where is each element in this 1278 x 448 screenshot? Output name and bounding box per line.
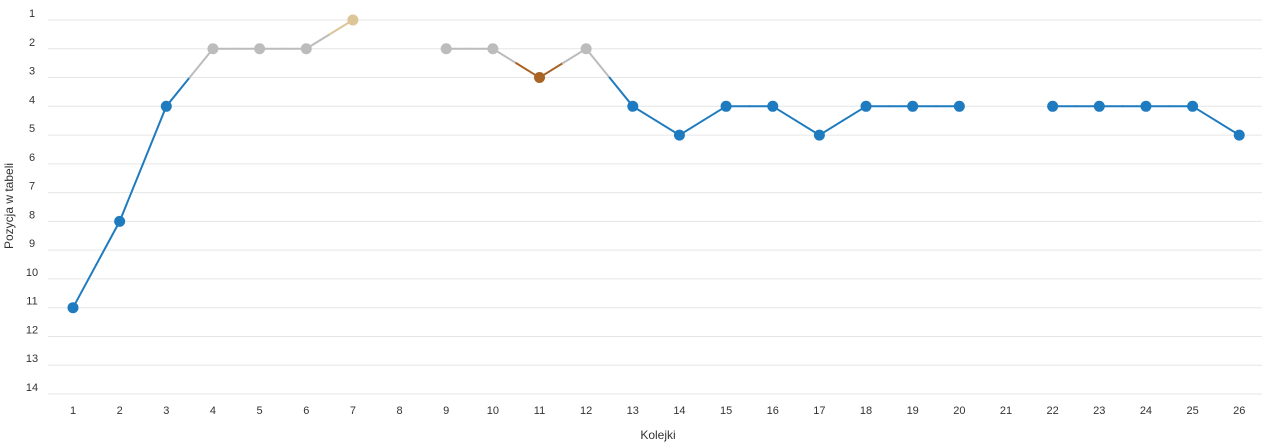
data-point-round-15[interactable]: [720, 100, 732, 112]
data-point-round-23[interactable]: [1093, 100, 1105, 112]
y-tick-label-7: 7: [29, 181, 35, 193]
line-segment-1-2-a: [72, 263, 98, 309]
series-points: [67, 14, 1245, 314]
x-tick-label-19: 19: [907, 405, 919, 417]
x-tick-label-15: 15: [720, 405, 732, 417]
x-tick-label-7: 7: [350, 405, 356, 417]
x-tick-label-9: 9: [443, 405, 449, 417]
y-tick-label-10: 10: [26, 267, 38, 279]
y-tick-label-9: 9: [29, 238, 35, 250]
x-tick-label-8: 8: [396, 405, 402, 417]
data-point-round-19[interactable]: [907, 100, 919, 112]
x-tick-label-20: 20: [953, 405, 965, 417]
data-point-round-7[interactable]: [347, 14, 359, 26]
line-segment-1-2-b: [95, 220, 121, 266]
x-tick-label-23: 23: [1093, 405, 1105, 417]
x-tick-label-1: 1: [70, 405, 76, 417]
x-tick-label-13: 13: [627, 405, 639, 417]
line-segment-2-3-b: [141, 105, 168, 165]
y-tick-label-13: 13: [26, 353, 38, 365]
x-tick-label-26: 26: [1233, 405, 1245, 417]
x-tick-label-16: 16: [767, 405, 779, 417]
y-tick-label-2: 2: [29, 37, 35, 49]
line-segment-2-3-a: [118, 162, 144, 223]
x-tick-label-4: 4: [210, 405, 216, 417]
x-axis-title: Kolejki: [640, 428, 675, 442]
grid-layer: [48, 19, 1262, 395]
x-tick-label-3: 3: [163, 405, 169, 417]
x-tick-label-21: 21: [1000, 405, 1012, 417]
y-tick-label-6: 6: [29, 152, 35, 164]
x-tick-label-17: 17: [813, 405, 825, 417]
x-tick-label-18: 18: [860, 405, 872, 417]
y-tick-label-5: 5: [29, 123, 35, 135]
data-point-round-20[interactable]: [953, 100, 965, 112]
y-tick-label-12: 12: [26, 324, 38, 336]
data-point-round-2[interactable]: [114, 215, 126, 227]
data-point-round-13[interactable]: [627, 100, 639, 112]
y-tick-label-3: 3: [29, 66, 35, 78]
data-point-round-26[interactable]: [1233, 129, 1245, 141]
y-tick-label-1: 1: [29, 8, 35, 20]
x-tick-label-2: 2: [117, 405, 123, 417]
y-axis-title: Pozycja w tabeli: [2, 163, 16, 249]
data-point-round-25[interactable]: [1187, 100, 1199, 112]
data-point-round-16[interactable]: [767, 100, 779, 112]
x-tick-label-25: 25: [1186, 405, 1198, 417]
data-point-round-1[interactable]: [67, 302, 79, 314]
x-tick-label-14: 14: [673, 405, 685, 417]
data-point-round-17[interactable]: [813, 129, 825, 141]
x-tick-label-24: 24: [1140, 405, 1152, 417]
data-point-round-18[interactable]: [860, 100, 872, 112]
x-tick-label-10: 10: [487, 405, 499, 417]
x-tick-labels: 1 2 3 4 5 6 7 8 9 10 11 12 13 14 15 16 17 18 19 20 21 22 23 24 2…: [70, 405, 1245, 417]
y-tick-label-4: 4: [29, 94, 35, 106]
x-tick-label-6: 6: [303, 405, 309, 417]
data-point-round-10[interactable]: [487, 43, 499, 55]
data-point-round-5[interactable]: [254, 43, 266, 55]
data-point-round-12[interactable]: [580, 43, 592, 55]
line-segment-12-13-b: [608, 76, 634, 108]
data-point-round-24[interactable]: [1140, 100, 1152, 112]
data-point-round-14[interactable]: [673, 129, 685, 141]
data-point-round-11[interactable]: [534, 72, 545, 84]
y-tick-label-14: 14: [26, 382, 38, 394]
data-point-round-6[interactable]: [300, 43, 312, 55]
x-tick-label-22: 22: [1047, 405, 1059, 417]
line-segment-3-4-b: [188, 47, 214, 79]
y-tick-label-11: 11: [26, 296, 37, 308]
line-segment-12-13-a: [585, 47, 611, 79]
x-tick-label-12: 12: [580, 405, 592, 417]
data-point-round-22[interactable]: [1047, 100, 1059, 112]
data-point-round-9[interactable]: [440, 43, 452, 55]
data-point-round-3[interactable]: [160, 100, 172, 112]
y-tick-label-8: 8: [29, 209, 35, 221]
line-segment-3-4-a: [165, 76, 191, 108]
x-tick-label-11: 11: [534, 405, 545, 417]
x-tick-label-5: 5: [257, 405, 263, 417]
data-point-round-4[interactable]: [207, 43, 219, 55]
